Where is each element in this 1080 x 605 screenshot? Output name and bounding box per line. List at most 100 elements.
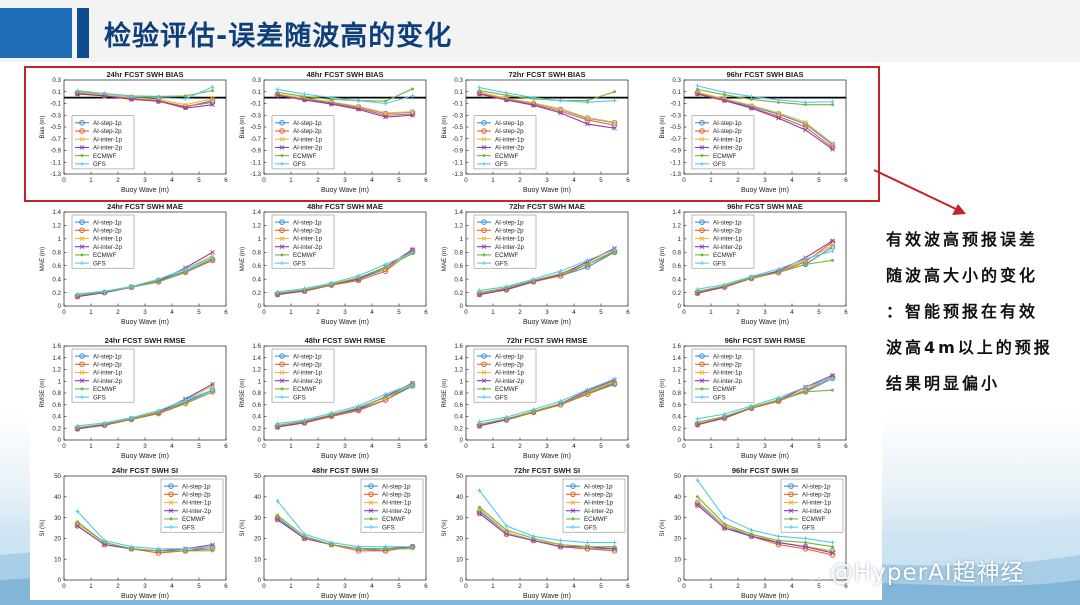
- y-axis-label: RMSE (m): [39, 379, 46, 408]
- legend-label: GFS: [713, 161, 726, 168]
- legend-label: GFS: [802, 524, 815, 531]
- y-tick-label: 30: [456, 515, 463, 522]
- series-marker: [210, 249, 215, 255]
- x-tick-label: 2: [116, 309, 120, 316]
- legend-box: [473, 115, 537, 170]
- y-tick-label: 0.8: [454, 249, 463, 256]
- series-line: [77, 93, 213, 109]
- series-marker: [477, 488, 482, 493]
- x-tick-label: 6: [844, 583, 848, 590]
- series-marker: [210, 544, 215, 549]
- x-tick-label: 6: [626, 309, 630, 316]
- series-marker: [79, 136, 85, 142]
- series-line: [697, 250, 833, 290]
- series-marker: [558, 269, 563, 274]
- y-tick-label: 0: [460, 303, 464, 310]
- chart-title: 96hr FCST SWH RMSE: [725, 336, 806, 345]
- y-tick-label: 20: [54, 536, 61, 543]
- series-marker: [830, 376, 835, 381]
- y-tick-label: 0.4: [454, 414, 463, 421]
- chart-title: 72hr FCST SWH RMSE: [507, 336, 588, 345]
- x-tick-label: 1: [491, 177, 495, 184]
- legend-label: AI-inter-2p: [495, 378, 524, 385]
- series-marker: [699, 378, 705, 384]
- header-bar: [0, 0, 1080, 62]
- chart-title: 48hr FCST SWH MAE: [307, 202, 383, 211]
- note-line: ：智能预报在有效: [886, 302, 1039, 321]
- x-tick-label: 3: [545, 177, 549, 184]
- chart-title: 96hr FCST SWH SI: [732, 466, 798, 475]
- series-marker: [80, 261, 84, 266]
- x-tick-label: 5: [599, 443, 603, 450]
- y-tick-label: -0.5: [250, 124, 261, 131]
- legend-label: AI-inter-1p: [93, 370, 122, 377]
- x-tick-label: 5: [599, 583, 603, 590]
- x-tick-label: 6: [424, 443, 428, 450]
- x-tick-label: 0: [62, 177, 66, 184]
- series-line: [277, 249, 413, 296]
- series-marker: [329, 540, 334, 545]
- series-marker: [368, 500, 374, 505]
- legend-label: AI-inter-2p: [93, 378, 122, 385]
- series-marker: [383, 544, 388, 549]
- x-tick-label: 0: [62, 443, 66, 450]
- series-line: [277, 94, 413, 116]
- series-marker: [302, 92, 307, 97]
- y-tick-label: 0.2: [52, 290, 61, 297]
- legend-box: [71, 348, 135, 403]
- series-marker: [79, 120, 85, 126]
- series-line: [277, 251, 413, 293]
- watermark: @HyperAI超神经: [804, 553, 1025, 587]
- legend-label: AI-step-1p: [182, 483, 211, 490]
- chart-rmse-96hr: 96hr FCST SWH RMSE 0 0.2 0.4 0.6 0.8 1 1.2 1.4 1.…: [659, 336, 848, 460]
- y-tick-label: 1: [678, 378, 682, 385]
- series-marker: [803, 544, 808, 550]
- y-tick-label: 0.3: [454, 77, 463, 84]
- series-marker: [329, 101, 334, 107]
- legend-box: [691, 214, 755, 269]
- series-marker: [613, 250, 616, 254]
- y-tick-label: 0.4: [672, 276, 681, 283]
- series-marker: [280, 387, 284, 391]
- legend-box: [160, 478, 224, 533]
- series-marker: [776, 540, 781, 545]
- series-marker: [570, 483, 576, 489]
- series-marker: [477, 85, 482, 90]
- legend-label: AI-inter-1p: [293, 236, 322, 243]
- series-marker: [749, 528, 754, 533]
- legend-label: AI-inter-2p: [93, 244, 122, 251]
- series-marker: [481, 353, 487, 359]
- series-line: [697, 389, 833, 423]
- legend-label: ECMWF: [713, 153, 737, 160]
- series-marker: [184, 401, 187, 405]
- series-marker: [585, 258, 590, 263]
- x-tick-label: 5: [397, 177, 401, 184]
- series-marker: [169, 517, 173, 521]
- series-marker: [130, 547, 133, 551]
- legend-label: ECMWF: [93, 252, 117, 259]
- y-axis-label: RMSE (m): [659, 379, 666, 408]
- y-tick-label: -1.1: [250, 159, 261, 166]
- x-axis-label: Buoy Wave (m): [321, 593, 369, 600]
- series-marker: [700, 253, 704, 257]
- chart-mae-72hr: 72hr FCST SWH MAE 0 0.2 0.4 0.6 0.8 1 1.2 1.4 0 1 2…: [441, 202, 630, 326]
- series-marker: [210, 388, 215, 393]
- series-line: [77, 510, 213, 550]
- x-tick-label: 3: [143, 583, 147, 590]
- series-marker: [789, 517, 793, 521]
- series-marker: [700, 387, 704, 391]
- x-tick-label: 5: [599, 177, 603, 184]
- y-axis-label: RMSE (m): [239, 379, 246, 408]
- annotation-arrow: [873, 169, 966, 215]
- x-tick-label: 2: [316, 443, 320, 450]
- series-marker: [696, 87, 699, 91]
- series-marker: [477, 91, 482, 97]
- y-tick-label: 1: [460, 378, 464, 385]
- series-marker: [831, 545, 834, 549]
- legend-label: AI-inter-1p: [293, 136, 322, 143]
- series-marker: [570, 500, 576, 505]
- series-marker: [184, 549, 187, 553]
- legend-label: AI-inter-2p: [495, 244, 524, 251]
- series-line: [479, 506, 615, 548]
- series-marker: [275, 87, 280, 92]
